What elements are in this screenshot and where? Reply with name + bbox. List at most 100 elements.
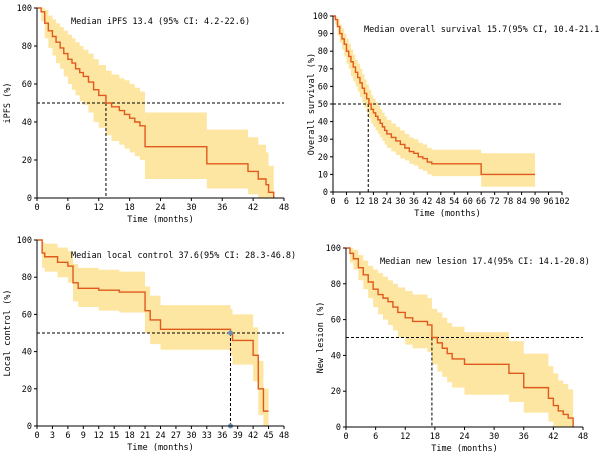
x-tick-label: 78 <box>503 197 513 207</box>
ci-band <box>333 16 536 187</box>
y-tick-label: 0 <box>336 423 341 433</box>
x-axis-label: Time (months) <box>127 215 194 225</box>
x-tick-label: 18 <box>125 203 135 213</box>
y-tick-label: 60 <box>331 316 341 326</box>
x-tick-label: 27 <box>171 431 181 441</box>
x-tick-label: 42 <box>548 432 558 442</box>
x-tick-label: 45 <box>263 431 273 441</box>
ci-band <box>346 248 574 427</box>
y-tick-label: 70 <box>318 65 328 75</box>
x-tick-label: 12 <box>400 432 410 442</box>
x-tick-label: 102 <box>554 197 569 207</box>
y-tick-label: 20 <box>22 385 32 395</box>
y-tick-label: 60 <box>22 80 32 90</box>
x-tick-label: 6 <box>344 197 349 207</box>
y-tick-label: 40 <box>318 118 328 128</box>
survival-curve <box>37 7 275 198</box>
x-tick-label: 18 <box>430 432 440 442</box>
x-tick-label: 36 <box>519 432 529 442</box>
median-annotation: Median iPFS 13.4 (95% CI: 4.2-22.6) <box>71 17 250 27</box>
x-tick-label: 0 <box>330 197 335 207</box>
x-tick-label: 15 <box>109 431 119 441</box>
y-tick-label: 0 <box>27 194 32 204</box>
x-tick-label: 90 <box>530 197 540 207</box>
y-axis-label: Overall survival (%) <box>307 53 317 155</box>
x-axis-label: Time (months) <box>431 444 498 454</box>
x-tick-label: 48 <box>436 197 446 207</box>
x-tick-label: 48 <box>279 203 289 213</box>
y-tick-label: 0 <box>323 188 328 198</box>
x-tick-label: 0 <box>34 431 39 441</box>
median-annotation: Median local control 37.6(95% CI: 28.3-4… <box>71 251 296 261</box>
panel-ipfs: 0 6 12 18 24 30 36 42 48 0 20 40 60 80 100 Time (months… <box>3 4 289 225</box>
y-tick-label: 60 <box>22 310 32 320</box>
x-tick-label: 66 <box>476 197 486 207</box>
median-annotation: Median overall survival 15.7(95% CI, 10.… <box>364 25 600 35</box>
x-tick-label: 48 <box>578 432 588 442</box>
y-tick-label: 20 <box>22 156 32 166</box>
y-tick-label: 40 <box>331 351 341 361</box>
x-tick-label: 18 <box>368 197 378 207</box>
x-tick-label: 21 <box>140 431 150 441</box>
x-tick-label: 60 <box>463 197 473 207</box>
x-tick-label: 42 <box>422 197 432 207</box>
x-tick-label: 9 <box>81 431 86 441</box>
y-tick-label: 80 <box>331 280 341 290</box>
x-tick-label: 24 <box>155 203 165 213</box>
median-marker <box>227 330 233 336</box>
x-tick-label: 6 <box>373 432 378 442</box>
x-tick-label: 72 <box>490 197 500 207</box>
x-tick-label: 36 <box>409 197 419 207</box>
survival-curve <box>37 239 269 412</box>
x-tick-label: 12 <box>94 431 104 441</box>
x-tick-label: 6 <box>65 203 70 213</box>
median-annotation: Median new lesion 17.4(95% CI: 14.1-20.8… <box>380 257 590 267</box>
x-tick-label: 54 <box>449 197 459 207</box>
x-tick-label: 0 <box>343 432 348 442</box>
x-tick-label: 33 <box>202 431 212 441</box>
x-tick-label: 48 <box>279 431 289 441</box>
y-tick-label: 100 <box>326 244 341 254</box>
x-tick-label: 84 <box>516 197 526 207</box>
y-axis-label: New lesion (%) <box>316 302 326 374</box>
x-tick-label: 39 <box>233 431 243 441</box>
y-tick-label: 50 <box>318 100 328 110</box>
y-tick-label: 100 <box>17 4 32 14</box>
y-tick-label: 0 <box>27 422 32 432</box>
y-tick-label: 100 <box>17 236 32 246</box>
ci-band <box>37 8 274 198</box>
y-axis-label: iPFS (%) <box>3 83 13 124</box>
x-tick-label: 18 <box>125 431 135 441</box>
x-tick-label: 36 <box>217 203 227 213</box>
y-tick-label: 60 <box>318 82 328 92</box>
y-tick-label: 20 <box>318 153 328 163</box>
x-tick-label: 24 <box>155 431 165 441</box>
survival-curve <box>333 15 536 176</box>
y-tick-label: 40 <box>22 118 32 128</box>
y-tick-label: 100 <box>313 12 328 22</box>
y-tick-label: 20 <box>331 387 341 397</box>
panel-os: 0 6 12 18 24 30 36 42 48 54 60 66 72 78 84 90 96 10201020… <box>307 12 600 219</box>
x-tick-label: 30 <box>186 431 196 441</box>
x-tick-label: 24 <box>382 197 392 207</box>
y-tick-label: 30 <box>318 135 328 145</box>
x-tick-label: 96 <box>543 197 553 207</box>
x-axis-label: Time (months) <box>414 209 481 219</box>
survival-curve <box>346 247 574 427</box>
x-tick-label: 42 <box>248 431 258 441</box>
y-axis-label: Local control (%) <box>3 290 13 377</box>
x-axis-label: Time (months) <box>127 443 194 453</box>
y-tick-label: 80 <box>22 42 32 52</box>
x-tick-label: 36 <box>217 431 227 441</box>
x-tick-label: 30 <box>395 197 405 207</box>
x-tick-label: 6 <box>65 431 70 441</box>
y-tick-label: 10 <box>318 170 328 180</box>
y-tick-label: 40 <box>22 348 32 358</box>
x-tick-label: 12 <box>94 203 104 213</box>
panel-local-control: 0 3 6 9 12 15 18 21 24 27 30 33 36 39 42 45 480204060801… <box>3 236 296 453</box>
y-tick-label: 80 <box>22 273 32 283</box>
panel-new-lesion: 0 6 12 18 24 30 36 42 48 0 20 40 60 80 100 Time (months… <box>316 244 590 454</box>
y-tick-label: 90 <box>318 30 328 40</box>
x-tick-label: 30 <box>186 203 196 213</box>
